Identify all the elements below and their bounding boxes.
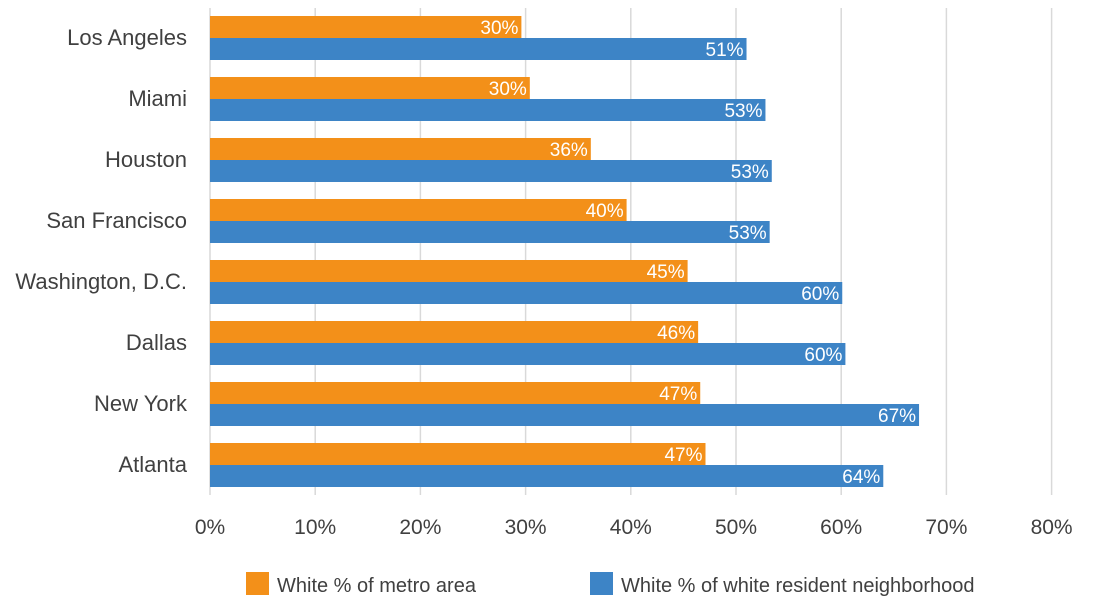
x-tick-label: 70%: [925, 516, 967, 539]
x-tick-label: 20%: [399, 516, 441, 539]
bar-metro: [210, 77, 530, 99]
bar-neighborhood: [210, 465, 884, 487]
data-label: 30%: [489, 79, 527, 100]
bar-neighborhood: [210, 160, 772, 182]
data-label: 53%: [729, 223, 767, 244]
category-label: Los Angeles: [67, 25, 187, 50]
data-label: 40%: [586, 201, 624, 222]
legend-swatch-metro: [246, 572, 269, 595]
data-label: 51%: [706, 40, 744, 61]
data-label: 46%: [657, 323, 695, 344]
data-label: 45%: [647, 262, 685, 283]
data-label: 67%: [878, 406, 916, 427]
category-label: Dallas: [126, 330, 187, 355]
x-axis-tick-labels: 0% 10% 20% 30% 40% 50% 60% 70% 80%: [195, 516, 1073, 539]
data-label: 30%: [480, 18, 518, 39]
data-label: 60%: [804, 345, 842, 366]
legend-label-neighborhood: White % of white resident neighborhood: [621, 575, 975, 597]
bar-metro: [210, 199, 627, 221]
data-label: 47%: [659, 384, 697, 405]
bar-neighborhood: [210, 99, 766, 121]
category-labels: Los Angeles Miami Houston San Francisco Wash…: [15, 25, 188, 477]
bar-metro: [210, 382, 701, 404]
data-label: 64%: [842, 467, 880, 488]
data-label: 47%: [664, 445, 702, 466]
category-label: Houston: [105, 147, 187, 172]
bar-neighborhood: [210, 221, 770, 243]
bar-neighborhood: [210, 404, 920, 426]
bar-metro: [210, 138, 591, 160]
bar-metro: [210, 260, 688, 282]
bars: 30% 51% 30% 53% 36% 53% 40% 53% 45% 60% 46% 60% 47% 6…: [210, 16, 920, 488]
data-label: 53%: [731, 162, 769, 183]
bar-neighborhood: [210, 38, 747, 60]
data-label: 60%: [801, 284, 839, 305]
category-label: San Francisco: [46, 208, 187, 233]
legend-label-metro: White % of metro area: [277, 575, 477, 597]
x-tick-label: 80%: [1031, 516, 1073, 539]
bar-metro: [210, 16, 522, 38]
data-label: 36%: [550, 140, 588, 161]
x-tick-label: 10%: [294, 516, 336, 539]
bar-metro: [210, 321, 699, 343]
x-tick-label: 60%: [820, 516, 862, 539]
category-label: New York: [94, 391, 188, 416]
x-tick-label: 40%: [610, 516, 652, 539]
x-tick-label: 50%: [715, 516, 757, 539]
bar-neighborhood: [210, 282, 843, 304]
legend-swatch-neighborhood: [590, 572, 613, 595]
category-label: Washington, D.C.: [15, 269, 187, 294]
x-tick-label: 30%: [505, 516, 547, 539]
category-label: Miami: [128, 86, 187, 111]
bar-metro: [210, 443, 706, 465]
x-tick-label: 0%: [195, 516, 225, 539]
category-label: Atlanta: [119, 452, 188, 477]
bar-neighborhood: [210, 343, 846, 365]
data-label: 53%: [724, 101, 762, 122]
legend: White % of metro area White % of white r…: [246, 572, 975, 597]
